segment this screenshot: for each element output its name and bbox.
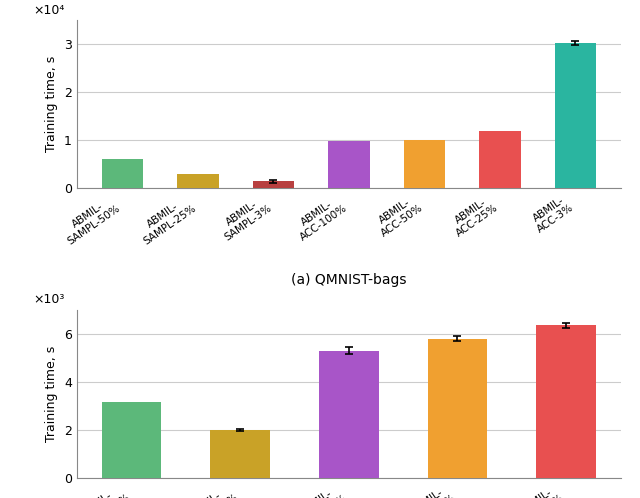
Bar <box>210 430 270 478</box>
Bar <box>102 402 161 478</box>
Text: ×10⁴: ×10⁴ <box>33 3 65 16</box>
Bar <box>404 140 445 188</box>
Y-axis label: Training time, s: Training time, s <box>45 56 58 152</box>
Bar <box>319 351 379 478</box>
Bar <box>253 181 294 188</box>
Bar <box>177 174 218 188</box>
Bar <box>102 159 143 188</box>
Bar <box>554 43 596 188</box>
Bar <box>428 339 488 478</box>
Bar <box>536 325 596 478</box>
Y-axis label: Training time, s: Training time, s <box>45 346 58 442</box>
Text: ×10³: ×10³ <box>33 293 65 306</box>
Text: (a) QMNIST-bags: (a) QMNIST-bags <box>291 272 406 286</box>
Bar <box>328 141 369 188</box>
Bar <box>479 130 520 188</box>
